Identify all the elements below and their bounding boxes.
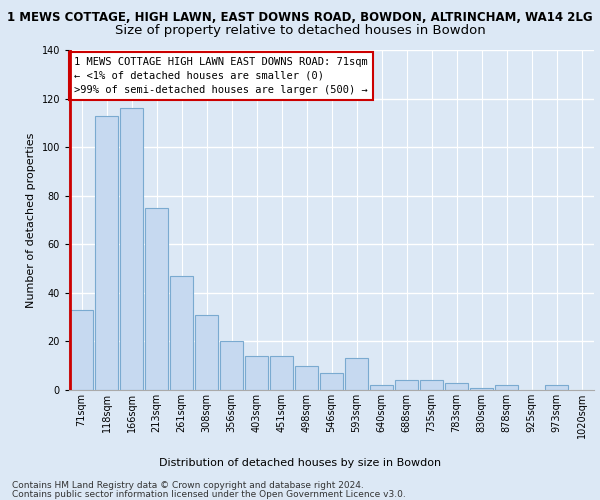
Bar bbox=[70, 310, 93, 390]
Text: Contains HM Land Registry data © Crown copyright and database right 2024.: Contains HM Land Registry data © Crown c… bbox=[12, 481, 364, 490]
Bar bbox=[545, 385, 568, 390]
Bar bbox=[95, 116, 118, 390]
Y-axis label: Number of detached properties: Number of detached properties bbox=[26, 132, 36, 308]
Bar bbox=[145, 208, 168, 390]
Bar bbox=[420, 380, 443, 390]
Text: Size of property relative to detached houses in Bowdon: Size of property relative to detached ho… bbox=[115, 24, 485, 37]
Text: 1 MEWS COTTAGE HIGH LAWN EAST DOWNS ROAD: 71sqm
← <1% of detached houses are sma: 1 MEWS COTTAGE HIGH LAWN EAST DOWNS ROAD… bbox=[74, 57, 368, 95]
Text: Distribution of detached houses by size in Bowdon: Distribution of detached houses by size … bbox=[159, 458, 441, 468]
Bar bbox=[170, 276, 193, 390]
Text: 1 MEWS COTTAGE, HIGH LAWN, EAST DOWNS ROAD, BOWDON, ALTRINCHAM, WA14 2LG: 1 MEWS COTTAGE, HIGH LAWN, EAST DOWNS RO… bbox=[7, 11, 593, 24]
Bar bbox=[220, 342, 243, 390]
Bar bbox=[470, 388, 493, 390]
Bar bbox=[395, 380, 418, 390]
Bar bbox=[370, 385, 393, 390]
Bar bbox=[295, 366, 318, 390]
Bar bbox=[270, 356, 293, 390]
Bar bbox=[245, 356, 268, 390]
Bar bbox=[320, 373, 343, 390]
Bar bbox=[120, 108, 143, 390]
Text: Contains public sector information licensed under the Open Government Licence v3: Contains public sector information licen… bbox=[12, 490, 406, 499]
Bar bbox=[445, 382, 468, 390]
Bar bbox=[495, 385, 518, 390]
Bar bbox=[195, 314, 218, 390]
Bar bbox=[345, 358, 368, 390]
